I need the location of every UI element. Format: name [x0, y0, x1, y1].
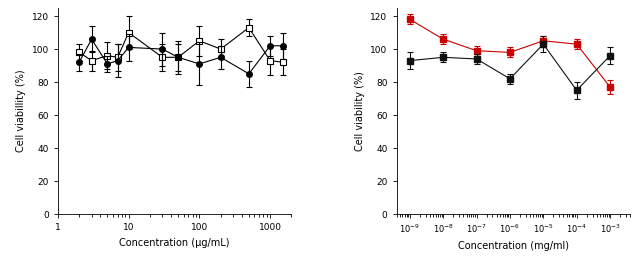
- Y-axis label: Cell viability (%): Cell viability (%): [355, 71, 365, 151]
- Y-axis label: Cell viabillity (%): Cell viabillity (%): [16, 70, 26, 152]
- X-axis label: Concentration (mg/ml): Concentration (mg/ml): [458, 241, 569, 251]
- X-axis label: Concentration (μg/mL): Concentration (μg/mL): [120, 238, 230, 248]
